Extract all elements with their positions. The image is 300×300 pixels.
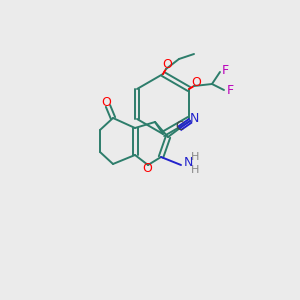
Text: C: C <box>176 121 184 134</box>
Text: F: F <box>221 64 229 76</box>
Text: O: O <box>101 97 111 110</box>
Text: H: H <box>191 152 199 162</box>
Text: N: N <box>189 112 199 125</box>
Text: O: O <box>191 76 201 88</box>
Text: N: N <box>183 157 193 169</box>
Text: H: H <box>191 165 199 175</box>
Text: F: F <box>226 85 233 98</box>
Text: O: O <box>142 163 152 176</box>
Text: O: O <box>162 58 172 71</box>
